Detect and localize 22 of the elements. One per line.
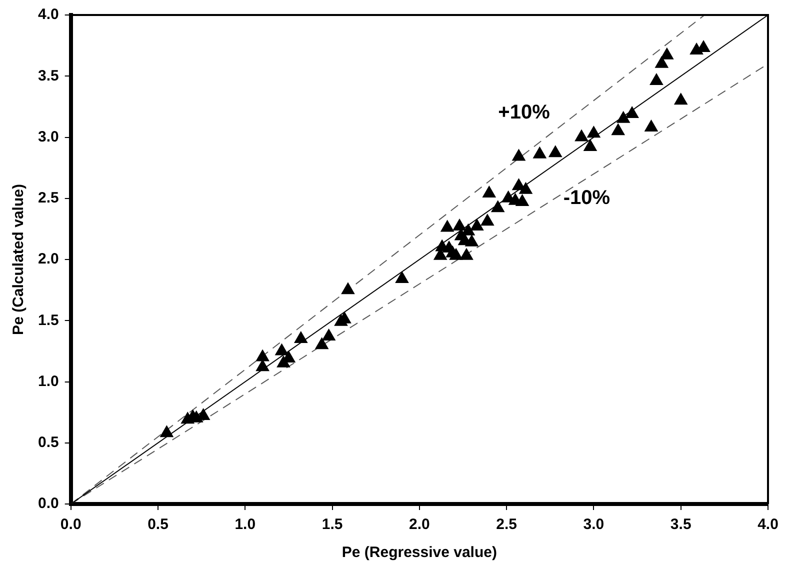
annotation: -10% <box>563 186 610 209</box>
x-axis-title: Pe (Regressive value) <box>342 544 497 562</box>
y-tick-label: 1.0 <box>38 372 59 390</box>
y-tick-label: 0.5 <box>38 434 59 452</box>
x-tick-label: 0.5 <box>148 516 168 534</box>
y-tick-label: 2.0 <box>38 250 59 268</box>
y-axis-title: Pe (Calculated value) <box>10 184 28 335</box>
y-tick-label: 2.5 <box>38 190 59 207</box>
y-tick-label: 4.0 <box>38 6 59 24</box>
x-tick-label: 1.5 <box>322 516 343 534</box>
y-tick-label: 3.0 <box>38 128 59 146</box>
x-tick-label: 2.0 <box>408 516 430 534</box>
x-tick-label: 2.5 <box>496 516 517 534</box>
y-tick-label: 3.5 <box>38 67 59 84</box>
annotation: +10% <box>498 101 550 124</box>
y-tick-label: 0.0 <box>38 495 59 512</box>
x-tick-label: 4.0 <box>758 516 778 534</box>
x-tick-label: 1.0 <box>234 516 256 534</box>
x-tick-label: 3.0 <box>583 516 604 534</box>
y-tick-label: 1.5 <box>38 312 59 329</box>
x-tick-label: 0.0 <box>60 516 82 534</box>
x-tick-label: 3.5 <box>670 516 692 534</box>
